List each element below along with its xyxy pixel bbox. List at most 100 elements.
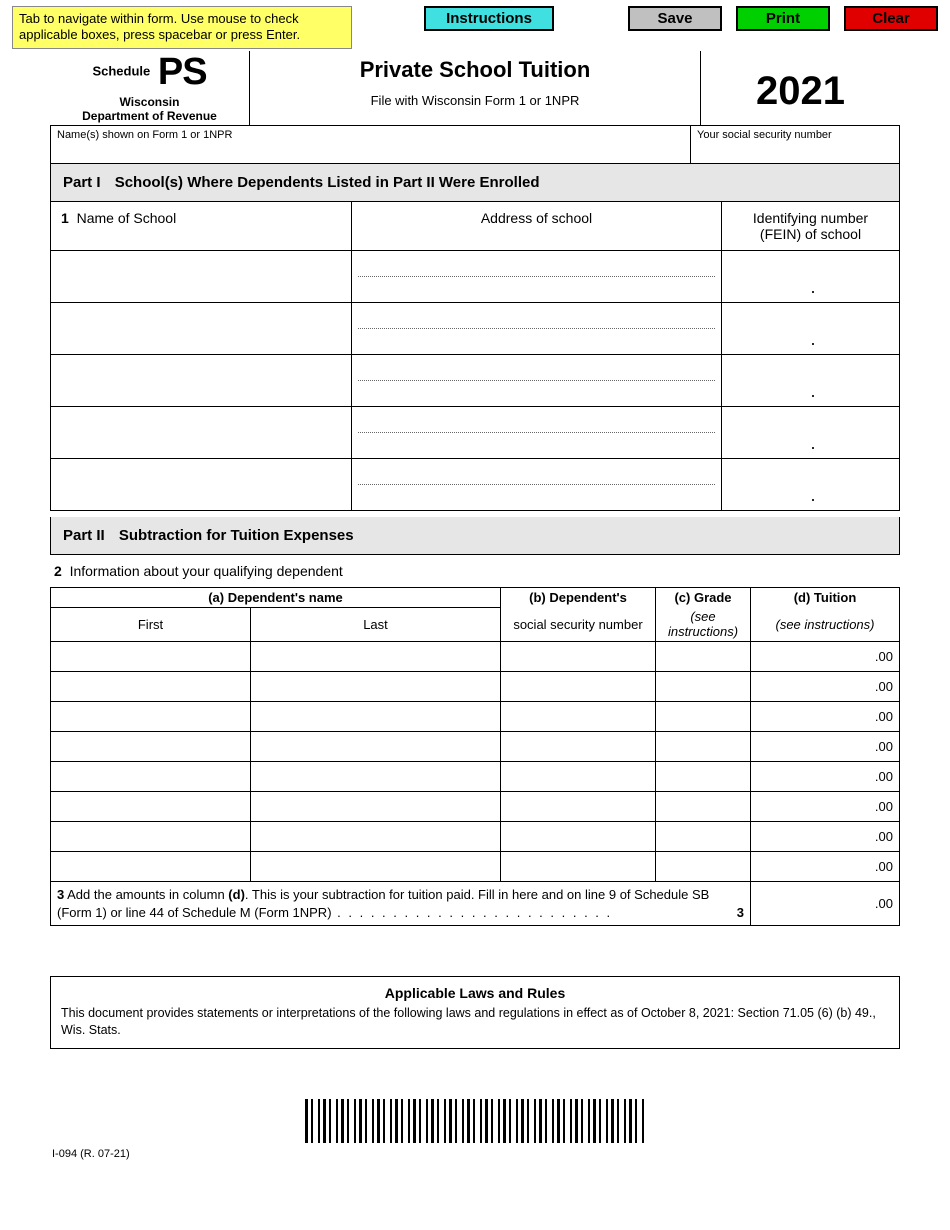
- dep-last-input[interactable]: [252, 673, 499, 700]
- dep-ssn-input[interactable]: [502, 733, 654, 760]
- line3-total: .00: [751, 882, 900, 926]
- dep-tuition-cell: .00: [751, 822, 900, 852]
- school-fein-input[interactable]: [722, 303, 899, 354]
- state-name: Wisconsin: [56, 95, 243, 109]
- laws-text: This document provides statements or int…: [61, 1005, 889, 1038]
- dep-grade-input[interactable]: [657, 763, 749, 790]
- dep-tuition-cell: .00: [751, 762, 900, 792]
- laws-title: Applicable Laws and Rules: [61, 985, 889, 1001]
- school-row: [51, 302, 899, 354]
- dep-grade-input[interactable]: [657, 703, 749, 730]
- dep-grade-input[interactable]: [657, 793, 749, 820]
- school-fein-input[interactable]: [722, 355, 899, 406]
- dependent-row: .00: [51, 822, 900, 852]
- school-row: [51, 354, 899, 406]
- dep-last-input[interactable]: [252, 763, 499, 790]
- form-subtitle: File with Wisconsin Form 1 or 1NPR: [250, 93, 700, 108]
- school-fein-input[interactable]: [722, 251, 899, 302]
- school-name-input[interactable]: [51, 303, 351, 354]
- dep-ssn-input[interactable]: [502, 823, 654, 850]
- dep-first-input[interactable]: [52, 733, 249, 760]
- dep-ssn-input[interactable]: [502, 793, 654, 820]
- dependent-row: .00: [51, 672, 900, 702]
- part1-title: School(s) Where Dependents Listed in Par…: [115, 174, 540, 191]
- school-address-input[interactable]: [352, 459, 721, 510]
- dep-last-input[interactable]: [252, 733, 499, 760]
- dep-last-input[interactable]: [252, 703, 499, 730]
- dep-last-input[interactable]: [252, 853, 499, 880]
- save-button[interactable]: Save: [628, 6, 722, 31]
- school-address-input[interactable]: [352, 355, 721, 406]
- dependent-row: .00: [51, 732, 900, 762]
- dep-tuition-cell: .00: [751, 792, 900, 822]
- dep-first-input[interactable]: [52, 703, 249, 730]
- line3-number: 3: [57, 887, 64, 902]
- col-d-l2: (see instructions): [751, 607, 900, 642]
- department-name: Department of Revenue: [56, 109, 243, 123]
- dependent-row: .00: [51, 642, 900, 672]
- dep-ssn-input[interactable]: [502, 703, 654, 730]
- dep-grade-input[interactable]: [657, 823, 749, 850]
- school-address-input[interactable]: [352, 407, 721, 458]
- dep-first-input[interactable]: [52, 673, 249, 700]
- school-fein-input[interactable]: [722, 407, 899, 458]
- dep-first-input[interactable]: [52, 643, 249, 670]
- school-address-input[interactable]: [352, 303, 721, 354]
- dep-grade-input[interactable]: [657, 853, 749, 880]
- school-name-input[interactable]: [51, 251, 351, 302]
- dep-grade-input[interactable]: [657, 733, 749, 760]
- dep-tuition-cell: .00: [751, 702, 900, 732]
- dep-grade-input[interactable]: [657, 673, 749, 700]
- part1-number: Part I: [63, 174, 101, 191]
- dep-tuition-cell: .00: [751, 852, 900, 882]
- line2-text: Information about your qualifying depend…: [70, 563, 343, 579]
- school-name-input[interactable]: [51, 407, 351, 458]
- dep-last-input[interactable]: [252, 793, 499, 820]
- col-b-l2: social security number: [501, 607, 656, 642]
- school-fein-input[interactable]: [722, 459, 899, 510]
- dep-last-input[interactable]: [252, 823, 499, 850]
- part2-title: Subtraction for Tuition Expenses: [119, 527, 354, 544]
- col-d-l1: (d) Tuition: [794, 590, 857, 605]
- navigation-hint: Tab to navigate within form. Use mouse t…: [12, 6, 352, 49]
- dep-ssn-input[interactable]: [502, 643, 654, 670]
- ssn-field-label: Your social security number: [691, 126, 899, 163]
- dependent-row: .00: [51, 702, 900, 732]
- school-row: [51, 250, 899, 302]
- col-c-l1: (c) Grade: [674, 590, 731, 605]
- dep-first-input[interactable]: [52, 853, 249, 880]
- dep-ssn-input[interactable]: [502, 853, 654, 880]
- col-c-l2: (see instructions): [656, 607, 751, 642]
- dep-ssn-input[interactable]: [502, 763, 654, 790]
- dependent-row: .00: [51, 852, 900, 882]
- dep-tuition-cell: .00: [751, 732, 900, 762]
- dep-first-input[interactable]: [52, 823, 249, 850]
- print-button[interactable]: Print: [736, 6, 830, 31]
- schedule-code: PS: [158, 55, 207, 89]
- dependent-row: .00: [51, 762, 900, 792]
- clear-button[interactable]: Clear: [844, 6, 938, 31]
- dep-ssn-input[interactable]: [502, 673, 654, 700]
- col-school-name: Name of School: [77, 210, 177, 226]
- dep-first-input[interactable]: [52, 793, 249, 820]
- school-name-input[interactable]: [51, 355, 351, 406]
- line3-bold: (d): [228, 887, 245, 902]
- col-a-last: Last: [251, 607, 501, 642]
- school-row: [51, 458, 899, 510]
- line2-number: 2: [54, 563, 62, 579]
- instructions-button[interactable]: Instructions: [424, 6, 554, 31]
- form-id: I-094 (R. 07-21): [50, 1148, 900, 1160]
- col-fein-l2: (FEIN) of school: [760, 226, 861, 242]
- col-school-address: Address of school: [351, 202, 721, 250]
- line1-number: 1: [61, 210, 69, 226]
- dep-tuition-cell: .00: [751, 642, 900, 672]
- tax-year: 2021: [701, 69, 900, 114]
- line3-right-num: 3: [737, 904, 744, 922]
- dep-first-input[interactable]: [52, 763, 249, 790]
- school-address-input[interactable]: [352, 251, 721, 302]
- col-a-first: First: [51, 607, 251, 642]
- school-name-input[interactable]: [51, 459, 351, 510]
- dep-grade-input[interactable]: [657, 643, 749, 670]
- dep-last-input[interactable]: [252, 643, 499, 670]
- col-a-header: (a) Dependent's name: [208, 590, 343, 605]
